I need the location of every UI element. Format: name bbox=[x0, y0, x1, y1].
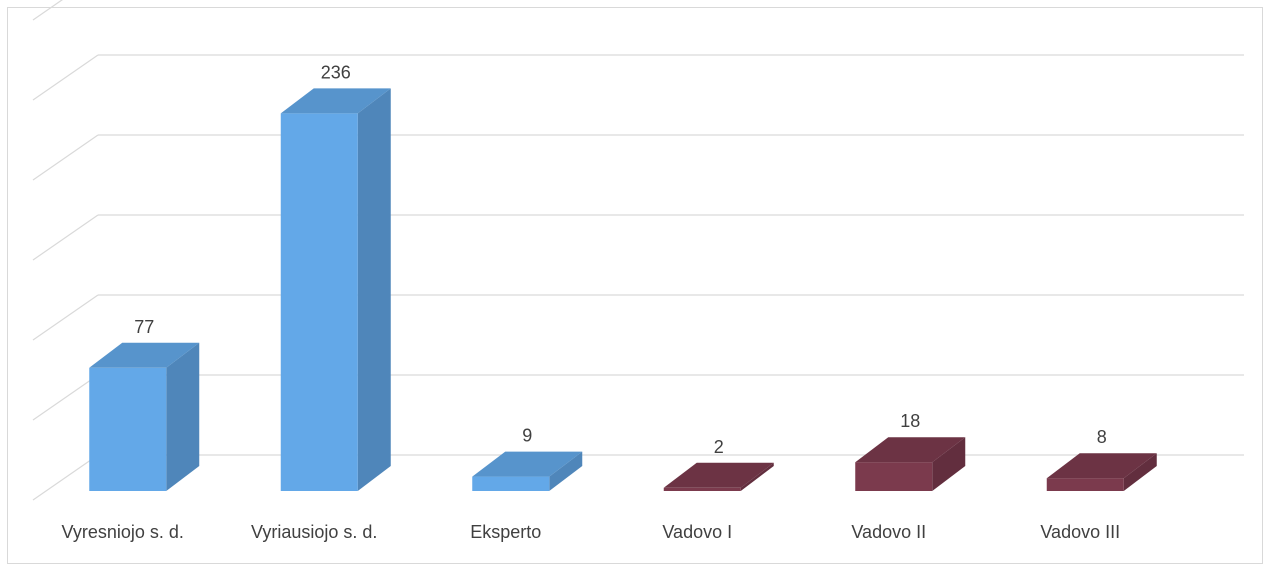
bar-top bbox=[1046, 453, 1157, 479]
gridline-side bbox=[32, 214, 99, 261]
bar-front bbox=[1046, 478, 1124, 491]
data-label: 9 bbox=[522, 426, 532, 446]
bar-top bbox=[472, 451, 583, 477]
data-label: 18 bbox=[900, 411, 920, 431]
bar-top bbox=[280, 88, 391, 114]
bar-side bbox=[1123, 453, 1157, 491]
gridline-side bbox=[32, 294, 99, 341]
bar-side bbox=[549, 451, 583, 491]
bars bbox=[89, 88, 1157, 492]
category-label: Vyriausiojo s. d. bbox=[251, 522, 377, 542]
gridlines bbox=[32, 0, 1244, 501]
bar-side bbox=[357, 88, 391, 492]
bar-front bbox=[472, 476, 550, 491]
category-label: Vadovo II bbox=[851, 522, 926, 542]
gridline-side bbox=[32, 454, 99, 501]
data-label: 2 bbox=[714, 437, 724, 457]
chart-frame bbox=[7, 7, 1263, 564]
gridline-side bbox=[32, 374, 99, 421]
bar-top bbox=[663, 462, 774, 488]
data-label: 236 bbox=[321, 62, 351, 82]
gridline-side bbox=[32, 54, 99, 101]
bar-front bbox=[855, 462, 933, 491]
bar-front bbox=[89, 367, 167, 491]
bar-side bbox=[740, 462, 774, 491]
category-label: Vadovo I bbox=[662, 522, 732, 542]
bar-front bbox=[280, 113, 358, 492]
bar-front bbox=[663, 487, 741, 491]
gridline-side bbox=[32, 134, 99, 181]
gridline-side bbox=[32, 0, 63, 21]
data-label: 8 bbox=[1097, 427, 1107, 447]
bar-side bbox=[166, 342, 200, 491]
category-label: Eksperto bbox=[470, 522, 541, 542]
category-labels: Vyresniojo s. d. Vyriausiojo s. d. Ekspert… bbox=[62, 522, 1121, 542]
bar-top bbox=[89, 342, 200, 368]
bar-side bbox=[932, 437, 966, 491]
category-label: Vadovo III bbox=[1040, 522, 1120, 542]
data-labels: 77 236 9 2 18 8 bbox=[134, 62, 1107, 456]
data-label: 77 bbox=[134, 317, 154, 337]
category-label: Vyresniojo s. d. bbox=[62, 522, 184, 542]
bar-top bbox=[855, 437, 966, 463]
